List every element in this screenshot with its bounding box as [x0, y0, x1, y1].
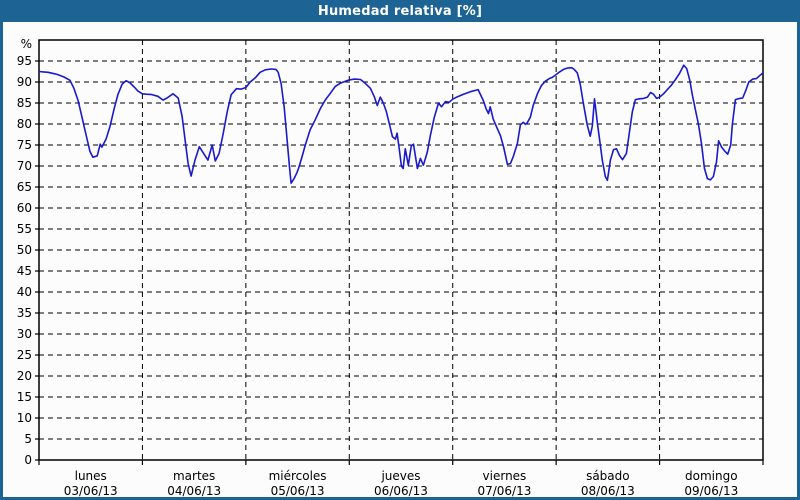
chart-title: Humedad relativa [%] [317, 3, 483, 19]
window-border-bottom [0, 497, 800, 500]
y-tick-label: 50 [17, 243, 32, 257]
y-tick-label: 5 [24, 432, 32, 446]
y-tick-label: 20 [17, 369, 32, 383]
x-date-label: 06/06/13 [374, 484, 428, 498]
y-tick-label: 35 [17, 306, 32, 320]
y-tick-label: 55 [17, 222, 32, 236]
x-day-label: viernes [483, 469, 527, 483]
x-date-label: 07/06/13 [477, 484, 531, 498]
x-day-label: miércoles [269, 469, 327, 483]
y-axis-unit-label: % [21, 37, 32, 51]
y-tick-label: 45 [17, 264, 32, 278]
y-tick-label: 95 [17, 54, 32, 68]
x-day-label: jueves [380, 469, 420, 483]
humidity-line [38, 64, 764, 184]
y-tick-label: 15 [17, 390, 32, 404]
y-tick-label: 10 [17, 411, 32, 425]
y-tick-label: 90 [17, 75, 32, 89]
y-tick-label: 75 [17, 138, 32, 152]
x-day-label: domingo [685, 469, 738, 483]
y-tick-label: 60 [17, 201, 32, 215]
x-day-label: lunes [75, 469, 107, 483]
y-tick-label: 65 [17, 180, 32, 194]
x-day-label: sábado [586, 469, 630, 483]
x-day-label: martes [173, 469, 215, 483]
y-tick-label: 30 [17, 327, 32, 341]
y-tick-label: 40 [17, 285, 32, 299]
y-tick-label: 80 [17, 117, 32, 131]
x-date-label: 05/06/13 [271, 484, 325, 498]
y-tick-label: 85 [17, 96, 32, 110]
x-date-label: 04/06/13 [167, 484, 221, 498]
x-date-label: 08/06/13 [581, 484, 635, 498]
x-date-label: 09/06/13 [684, 484, 738, 498]
y-tick-label: 0 [24, 453, 32, 467]
window-border-left [0, 22, 3, 500]
plot-border [38, 39, 764, 461]
x-date-label: 03/06/13 [64, 484, 118, 498]
title-bar: Humedad relativa [%] [0, 0, 800, 22]
window-border-right [797, 22, 800, 500]
y-tick-label: 70 [17, 159, 32, 173]
y-tick-label: 25 [17, 348, 32, 362]
